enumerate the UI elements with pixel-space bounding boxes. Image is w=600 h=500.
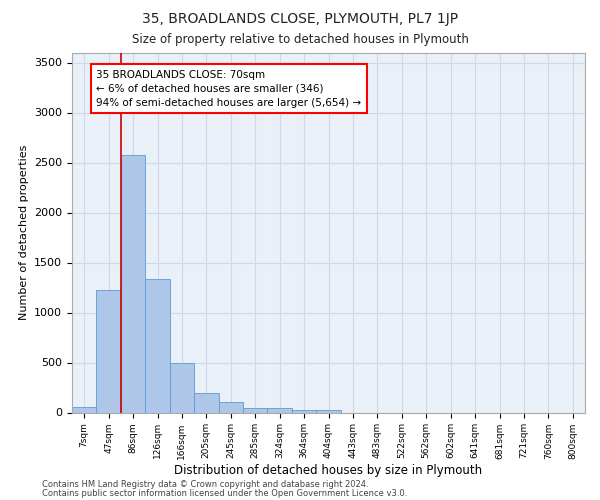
Bar — [316, 410, 341, 412]
Y-axis label: Number of detached properties: Number of detached properties — [19, 145, 29, 320]
Text: Size of property relative to detached houses in Plymouth: Size of property relative to detached ho… — [131, 32, 469, 46]
Bar — [145, 278, 170, 412]
Bar — [292, 410, 316, 412]
Text: 35, BROADLANDS CLOSE, PLYMOUTH, PL7 1JP: 35, BROADLANDS CLOSE, PLYMOUTH, PL7 1JP — [142, 12, 458, 26]
Bar — [194, 392, 218, 412]
Bar — [218, 402, 243, 412]
Text: Contains HM Land Registry data © Crown copyright and database right 2024.: Contains HM Land Registry data © Crown c… — [42, 480, 368, 489]
Text: Contains public sector information licensed under the Open Government Licence v3: Contains public sector information licen… — [42, 488, 407, 498]
Bar — [72, 407, 97, 412]
Bar — [121, 154, 145, 412]
Bar — [97, 290, 121, 412]
Bar — [170, 362, 194, 412]
X-axis label: Distribution of detached houses by size in Plymouth: Distribution of detached houses by size … — [175, 464, 482, 477]
Bar — [268, 408, 292, 412]
Text: 35 BROADLANDS CLOSE: 70sqm
← 6% of detached houses are smaller (346)
94% of semi: 35 BROADLANDS CLOSE: 70sqm ← 6% of detac… — [97, 70, 362, 108]
Bar — [243, 408, 268, 412]
